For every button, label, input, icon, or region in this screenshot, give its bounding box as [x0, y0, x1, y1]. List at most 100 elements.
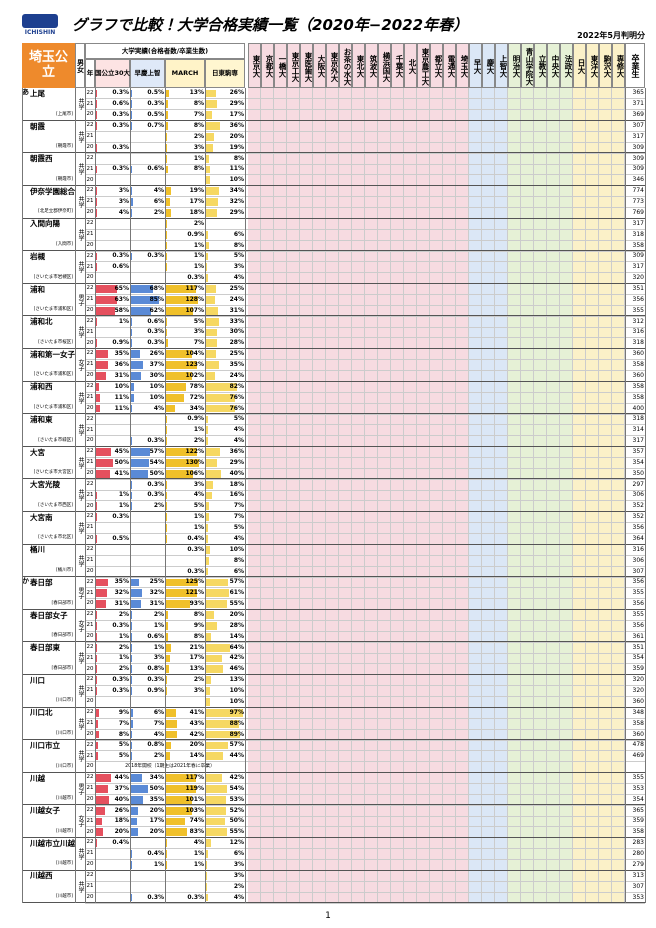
ratio-bar: [206, 871, 208, 880]
row-line: [85, 619, 645, 621]
school-gender: 男子: [77, 293, 84, 306]
ratio-bar: [96, 372, 107, 380]
ratio-bar: [166, 350, 193, 359]
ratio-text: 103%: [185, 806, 204, 814]
ratio-bar: [131, 654, 132, 663]
ratio-text: 34%: [229, 187, 244, 195]
graduates: 359: [632, 665, 644, 673]
ratio-text: 1%: [193, 154, 204, 162]
ratio-text: 0.8%: [147, 665, 164, 673]
ratio-bar: [166, 361, 198, 370]
graduates: 312: [632, 317, 644, 325]
ratio-text: 20%: [229, 611, 244, 619]
ratio-text: 1%: [153, 860, 164, 868]
year: 22: [86, 480, 94, 487]
ratio-bar: [206, 480, 213, 489]
ratio-bar: [131, 708, 133, 717]
school-gender: 共学: [77, 880, 84, 893]
ratio-text: 32%: [229, 198, 244, 206]
ratio-bar: [206, 132, 214, 141]
school-gender: 共学: [77, 196, 84, 209]
school-city: [川越市]: [55, 894, 73, 899]
ratio-text: 44%: [114, 774, 129, 782]
graduates: 309: [632, 143, 644, 151]
graduates: 318: [632, 339, 644, 347]
university-head: お茶の水大: [339, 43, 352, 88]
university-column: [261, 88, 274, 903]
ratio-text: 2%: [118, 643, 129, 651]
ratio-text: 125%: [185, 578, 204, 586]
university-column: [586, 88, 599, 903]
ratio-bar: [166, 317, 168, 326]
ratio-text: 5%: [193, 502, 204, 510]
ratio-text: 0.3%: [147, 480, 164, 488]
ratio-bar: [206, 882, 207, 891]
year: 22: [86, 415, 94, 422]
ratio-bar: [166, 502, 168, 511]
ratio-text: 107%: [185, 306, 204, 314]
ratio-bar: [96, 469, 110, 478]
ratio-bar: [166, 654, 171, 663]
graduates: 279: [632, 860, 644, 868]
ratio-text: 0.3%: [187, 893, 204, 901]
graduates: 355: [632, 611, 644, 619]
ratio-bar: [166, 219, 167, 228]
year: 21: [86, 687, 94, 694]
university-head: 東京工大: [287, 43, 300, 88]
ratio-bar: [206, 806, 226, 815]
school-name: 浦和北: [30, 317, 53, 327]
ratio-text: 17%: [149, 817, 164, 825]
graduates: 317: [632, 219, 644, 227]
row-line: [85, 424, 645, 425]
graduates: 478: [632, 741, 644, 749]
ratio-text: 85%: [149, 295, 164, 303]
ratio-bar: [131, 295, 160, 304]
ratio-bar: [206, 687, 210, 696]
school-border: [22, 641, 645, 643]
year: 20: [86, 404, 94, 411]
ratio-text: 5%: [233, 524, 244, 532]
graduates: 774: [632, 187, 644, 195]
ratio-text: 0.9%: [112, 339, 129, 347]
ratio-bar: [206, 209, 218, 217]
ratio-text: 3%: [118, 187, 129, 195]
year: 20: [86, 241, 94, 248]
ratio-text: 0.3%: [147, 676, 164, 684]
row-line: [85, 228, 645, 230]
column-line: [164, 88, 166, 903]
school-city: [さいたま市大宮区]: [33, 470, 73, 476]
year: 20: [86, 502, 94, 509]
ratio-text: 29%: [229, 458, 244, 466]
ratio-text: 0.6%: [147, 317, 164, 325]
ratio-text: 0.4%: [187, 534, 204, 542]
ratio-text: 1%: [193, 426, 204, 434]
row-line: [85, 522, 645, 523]
school-border: [22, 837, 645, 838]
ratio-text: 5%: [118, 741, 129, 749]
graduates: 365: [632, 89, 644, 97]
ratio-text: 31%: [149, 600, 164, 608]
ratio-bar: [206, 339, 217, 348]
school-city: [桶川市]: [55, 568, 73, 573]
year: 20: [86, 307, 94, 313]
ratio-text: 8%: [233, 154, 244, 162]
ratio-text: 123%: [185, 361, 204, 369]
year: 21: [86, 133, 94, 140]
university-head: 一橋大: [274, 43, 287, 88]
graduates: 361: [632, 632, 644, 640]
row-line: [85, 663, 645, 664]
school-name: 川越: [30, 773, 45, 783]
year: 22: [86, 122, 94, 129]
row-line: [85, 272, 645, 273]
ratio-text: 2%: [153, 208, 164, 216]
university-column: [287, 88, 300, 903]
ratio-text: 106%: [185, 469, 204, 477]
ratio-bar: [206, 241, 210, 250]
ratio-text: 11%: [114, 404, 129, 412]
row-line: [85, 402, 645, 404]
school-gender: 女子: [77, 619, 84, 632]
row-line: [85, 435, 645, 436]
row-line: [85, 304, 645, 306]
ratio-bar: [206, 774, 222, 782]
row-line: [85, 880, 645, 882]
